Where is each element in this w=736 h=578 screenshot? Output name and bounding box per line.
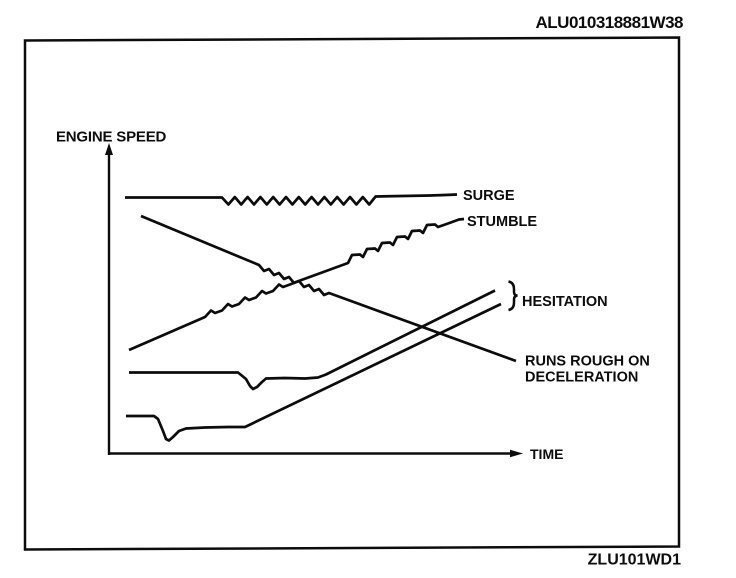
svg-text:RUNS ROUGH ON: RUNS ROUGH ON — [525, 354, 650, 370]
svg-text:TIME: TIME — [530, 446, 563, 462]
svg-text:ENGINE SPEED: ENGINE SPEED — [56, 129, 166, 146]
svg-text:SURGE: SURGE — [463, 188, 515, 204]
svg-text:ALU010318881W38: ALU010318881W38 — [536, 13, 684, 32]
svg-text:DECELERATION: DECELERATION — [525, 370, 638, 386]
svg-text:STUMBLE: STUMBLE — [467, 214, 537, 230]
svg-text:HESITATION: HESITATION — [522, 294, 608, 310]
svg-text:ZLU101WD1: ZLU101WD1 — [588, 552, 681, 569]
